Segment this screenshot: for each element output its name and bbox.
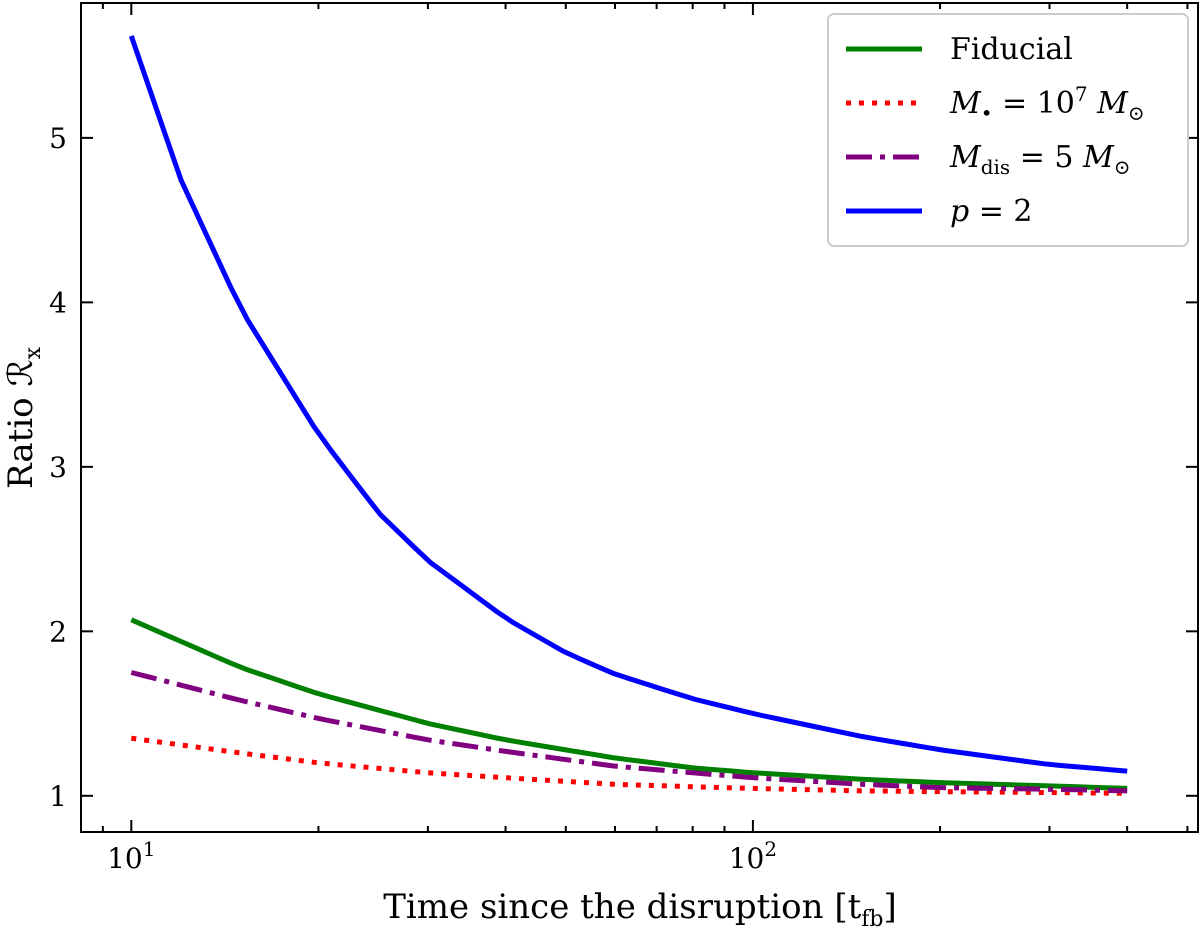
- x-axis-label-end: ]: [884, 887, 897, 927]
- plot-frame: [80, 2, 1199, 833]
- series-line-fiducial: [130, 617, 1128, 791]
- y-tick-label-3: 3: [49, 451, 67, 484]
- y-axis-label-main: Ratio ℛ: [1, 359, 41, 489]
- x-axis-label-main: Time since the disruption [t: [383, 887, 861, 927]
- legend-label-bh-mass: M• = 107 M⊙: [949, 82, 1145, 125]
- y-tick-label-1: 1: [49, 780, 67, 813]
- y-axis-label: Ratio ℛx: [1, 346, 46, 489]
- series-layer: [128, 35, 1128, 796]
- series-line-p2: [128, 35, 1128, 774]
- series-line-disk-mass: [130, 670, 1128, 794]
- x-axis-label-sub: fb: [861, 907, 883, 932]
- y-tick-label-4: 4: [49, 286, 67, 319]
- y-tick-label-2: 2: [49, 615, 67, 648]
- x-tick-label-10: 101: [107, 837, 155, 875]
- legend-label-disk-mass: Mdis = 5 M⊙: [949, 140, 1131, 179]
- x-tick-label-100: 102: [729, 837, 777, 875]
- y-tick-label-5: 5: [49, 122, 67, 155]
- legend-label-p2: p = 2: [950, 194, 1033, 229]
- legend-box: [827, 13, 1189, 247]
- legend: Fiducial M• = 107 M⊙ Mdis = 5 M⊙ p = 2: [827, 13, 1189, 247]
- x-axis-label: Time since the disruption [tfb]: [383, 887, 897, 932]
- y-axis-label-sub: x: [21, 346, 46, 359]
- series-line-bh-mass: [130, 735, 1128, 796]
- ticks-layer: 1 2 3 4 5 101 102: [49, 3, 1198, 875]
- legend-label-fiducial: Fiducial: [950, 32, 1073, 67]
